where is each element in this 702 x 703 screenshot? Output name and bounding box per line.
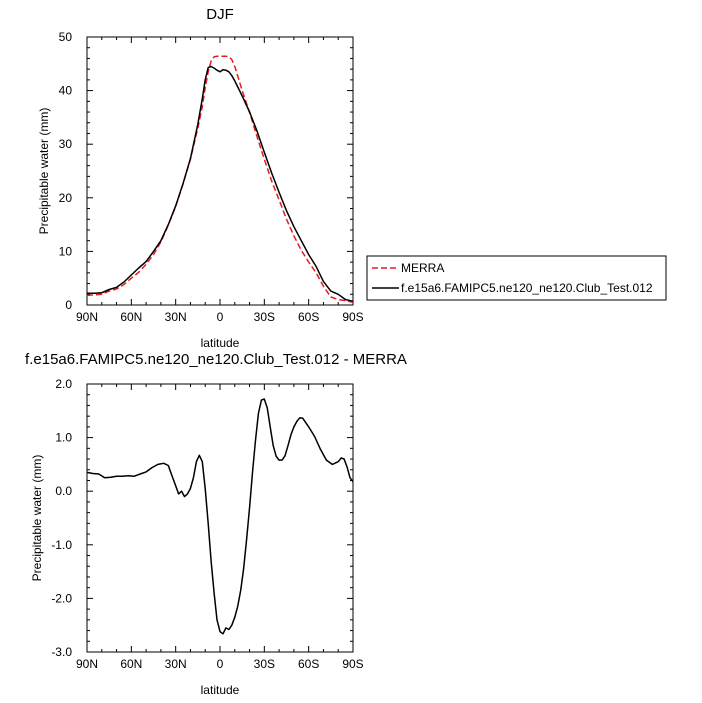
series-line-model	[86, 398, 354, 635]
x-axis-label: latitude	[201, 336, 240, 350]
x-tick-label: 60S	[298, 310, 319, 324]
legend-box	[366, 255, 667, 301]
legend-entry-model: f.e15a6.FAMIPC5.ne120_ne120.Club_Test.01…	[401, 281, 653, 295]
x-tick-label: 60N	[120, 310, 142, 324]
x-tick-label: 0	[217, 657, 224, 671]
x-tick-label: 30S	[254, 657, 275, 671]
x-tick-label: 90N	[76, 310, 98, 324]
y-axis-label: Precipitable water (mm)	[37, 108, 51, 235]
x-tick-label: 0	[217, 310, 224, 324]
x-tick-label: 90S	[342, 657, 363, 671]
y-tick-label: 0	[65, 298, 72, 312]
precipitable-water-zonal-mean-chart: DJF 90N 60N 30N 0 30S 60S 90S 0 10 20 30 40 50 lati…	[37, 6, 667, 350]
y-tick-label: 40	[59, 84, 73, 98]
y-tick-label: 2.0	[55, 377, 72, 391]
y-tick-label: 30	[59, 137, 73, 151]
x-axis-label: latitude	[201, 683, 240, 697]
y-tick-label: -3.0	[51, 645, 72, 659]
x-tick-label: 90S	[342, 310, 363, 324]
y-axis: 0 10 20 30 40 50	[59, 30, 353, 312]
x-tick-label: 30N	[165, 657, 187, 671]
x-tick-label: 30N	[165, 310, 187, 324]
y-tick-label: 20	[59, 191, 73, 205]
series-lines	[86, 398, 354, 635]
legend-entry-merra: MERRA	[401, 261, 444, 275]
chart-title: f.e15a6.FAMIPC5.ne120_ne120.Club_Test.01…	[25, 351, 407, 368]
precipitable-water-difference-chart: f.e15a6.FAMIPC5.ne120_ne120.Club_Test.01…	[25, 351, 407, 697]
chart-title: DJF	[206, 6, 234, 23]
series-lines	[86, 55, 354, 304]
y-tick-label: 10	[59, 244, 73, 258]
y-axis: -3.0 -2.0 -1.0 0.0 1.0 2.0	[51, 377, 353, 659]
y-tick-label: 1.0	[55, 431, 72, 445]
x-axis: 90N 60N 30N 0 30S 60S 90S	[76, 384, 364, 671]
y-tick-label: 50	[59, 30, 73, 44]
series-line-merra	[86, 55, 354, 304]
x-tick-label: 90N	[76, 657, 98, 671]
plot-frame	[86, 36, 354, 306]
x-axis: 90N 60N 30N 0 30S 60S 90S	[76, 37, 364, 324]
x-tick-label: 60N	[120, 657, 142, 671]
y-tick-label: -1.0	[51, 538, 72, 552]
legend: MERRA f.e15a6.FAMIPC5.ne120_ne120.Club_T…	[366, 255, 667, 301]
y-tick-label: 0.0	[55, 484, 72, 498]
y-axis-label: Precipitable water (mm)	[30, 455, 44, 582]
x-tick-label: 60S	[298, 657, 319, 671]
series-line-model	[87, 65, 354, 302]
x-tick-label: 30S	[254, 310, 275, 324]
plot-frame	[86, 383, 354, 653]
y-tick-label: -2.0	[51, 591, 72, 605]
